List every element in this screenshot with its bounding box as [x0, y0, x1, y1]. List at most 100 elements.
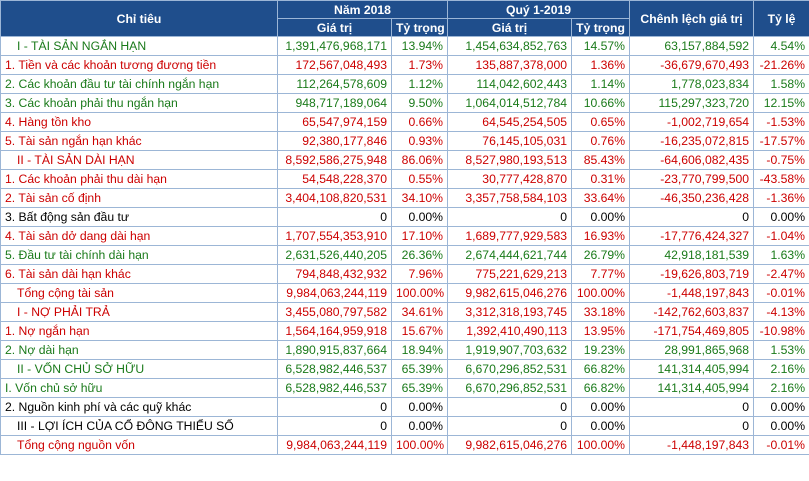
value-2018-cell: 0 — [277, 416, 392, 436]
table-row: II - VỐN CHỦ SỞ HỮU 6,528,982,446,537 65.3… — [0, 359, 809, 379]
value-2019-cell: 9,982,615,046,276 — [447, 435, 573, 455]
value-2018-cell: 0 — [277, 207, 392, 227]
table-row: Tổng cộng nguồn vốn 9,984,063,244,119 100.… — [0, 435, 809, 455]
share-2019-cell: 33.18% — [571, 302, 631, 322]
table-row: Tổng cộng tài sản 9,984,063,244,119 100.00… — [0, 283, 809, 303]
table-row: 5. Tài sản ngắn hạn khác 92,380,177,846 0.… — [0, 131, 809, 151]
rate-cell: -0.01% — [753, 283, 809, 303]
value-2018-cell: 794,848,432,932 — [277, 264, 392, 284]
share-2019-cell: 0.76% — [571, 131, 631, 151]
share-2018-cell: 100.00% — [390, 435, 449, 455]
share-2019-cell: 0.00% — [571, 416, 631, 436]
value-2018-cell: 2,631,526,440,205 — [277, 245, 392, 265]
rate-cell: -0.75% — [753, 150, 809, 170]
row-name-cell: 2. Nguồn kinh phí và các quỹ khác — [0, 397, 278, 417]
table-row: 2. Tài sản cố định 3,404,108,820,531 34.10… — [0, 188, 809, 208]
difference-cell: 0 — [629, 397, 755, 417]
share-2018-cell: 34.61% — [390, 302, 449, 322]
table-row: III - LỢI ÍCH CỦA CỔ ĐÔNG THIỂU SỐ 0 0.00%… — [0, 416, 809, 436]
rate-cell: -1.04% — [753, 226, 809, 246]
rate-cell: -1.36% — [753, 188, 809, 208]
row-name-cell: Tổng cộng nguồn vốn — [0, 435, 278, 455]
difference-cell: -16,235,072,815 — [629, 131, 755, 151]
row-name-cell: 1. Các khoản phải thu dài hạn — [0, 169, 278, 189]
difference-cell: -1,002,719,654 — [629, 112, 755, 132]
value-2018-cell: 172,567,048,493 — [277, 55, 392, 75]
rate-cell: -1.53% — [753, 112, 809, 132]
rate-cell: -10.98% — [753, 321, 809, 341]
difference-cell: 28,991,865,968 — [629, 340, 755, 360]
table-body: I - TÀI SẢN NGẮN HẠN 1,391,476,968,171 13.… — [0, 36, 809, 455]
row-name-cell: I - NỢ PHẢI TRẢ — [0, 302, 278, 322]
value-2019-cell: 6,670,296,852,531 — [447, 378, 573, 398]
share-2019-cell: 85.43% — [571, 150, 631, 170]
value-2018-cell: 6,528,982,446,537 — [277, 378, 392, 398]
value-2018-cell: 9,984,063,244,119 — [277, 283, 392, 303]
share-2018-cell: 0.55% — [390, 169, 449, 189]
rate-cell: 0.00% — [753, 416, 809, 436]
row-name-cell: 3. Các khoản phải thu ngắn hạn — [0, 93, 278, 113]
table-row: I. Vốn chủ sở hữu 6,528,982,446,537 65.39%… — [0, 378, 809, 398]
rate-cell: -17.57% — [753, 131, 809, 151]
row-name-cell: 2. Các khoản đầu tư tài chính ngắn hạn — [0, 74, 278, 94]
row-name-cell: 2. Nợ dài hạn — [0, 340, 278, 360]
table-row: 4. Tài sản dở dang dài hạn 1,707,554,353,… — [0, 226, 809, 246]
rate-cell: 2.16% — [753, 359, 809, 379]
rate-cell: 12.15% — [753, 93, 809, 113]
header-nam-2018: Năm 2018 — [276, 0, 449, 19]
table-row: 1. Tiền và các khoản tương đương tiền 172… — [0, 55, 809, 75]
row-name-cell: 1. Nợ ngắn hạn — [0, 321, 278, 341]
share-2018-cell: 0.00% — [390, 397, 449, 417]
difference-cell: 0 — [629, 207, 755, 227]
share-2019-cell: 10.66% — [571, 93, 631, 113]
table-row: I - TÀI SẢN NGẮN HẠN 1,391,476,968,171 13.… — [0, 36, 809, 56]
share-2018-cell: 65.39% — [390, 359, 449, 379]
difference-cell: 1,778,023,834 — [629, 74, 755, 94]
share-2018-cell: 1.12% — [390, 74, 449, 94]
difference-cell: 115,297,323,720 — [629, 93, 755, 113]
share-2019-cell: 19.23% — [571, 340, 631, 360]
difference-cell: -1,448,197,843 — [629, 283, 755, 303]
value-2019-cell: 1,454,634,852,763 — [447, 36, 573, 56]
share-2019-cell: 0.31% — [571, 169, 631, 189]
value-2019-cell: 6,670,296,852,531 — [447, 359, 573, 379]
share-2018-cell: 15.67% — [390, 321, 449, 341]
share-2019-cell: 0.00% — [571, 207, 631, 227]
difference-cell: 42,918,181,539 — [629, 245, 755, 265]
rate-cell: 1.63% — [753, 245, 809, 265]
value-2019-cell: 3,312,318,193,745 — [447, 302, 573, 322]
share-2018-cell: 13.94% — [390, 36, 449, 56]
share-2018-cell: 18.94% — [390, 340, 449, 360]
table-row: 5. Đầu tư tài chính dài hạn 2,631,526,440… — [0, 245, 809, 265]
share-2019-cell: 66.82% — [571, 378, 631, 398]
row-name-cell: 2. Tài sản cố định — [0, 188, 278, 208]
table-row: 2. Nợ dài hạn 1,890,915,837,664 18.94% 1,91… — [0, 340, 809, 360]
difference-cell: -64,606,082,435 — [629, 150, 755, 170]
value-2018-cell: 9,984,063,244,119 — [277, 435, 392, 455]
table-row: 6. Tài sản dài hạn khác 794,848,432,932 7.… — [0, 264, 809, 284]
table-row: 2. Nguồn kinh phí và các quỹ khác 0 0.00% 0… — [0, 397, 809, 417]
row-name-cell: III - LỢI ÍCH CỦA CỔ ĐÔNG THIỂU SỐ — [0, 416, 278, 436]
difference-cell: 141,314,405,994 — [629, 359, 755, 379]
row-name-cell: 3. Bất động sản đầu tư — [0, 207, 278, 227]
value-2018-cell: 8,592,586,275,948 — [277, 150, 392, 170]
share-2019-cell: 0.00% — [571, 397, 631, 417]
row-name-cell: II - VỐN CHỦ SỞ HỮU — [0, 359, 278, 379]
header-gia-tri-2018: Giá trị — [277, 18, 392, 37]
value-2018-cell: 6,528,982,446,537 — [277, 359, 392, 379]
difference-cell: 0 — [629, 416, 755, 436]
row-name-cell: II - TÀI SẢN DÀI HẠN — [0, 150, 278, 170]
rate-cell: 0.00% — [753, 397, 809, 417]
row-name-cell: 5. Đầu tư tài chính dài hạn — [0, 245, 278, 265]
difference-cell: -142,762,603,837 — [629, 302, 755, 322]
value-2018-cell: 1,707,554,353,910 — [277, 226, 392, 246]
rate-cell: -21.26% — [753, 55, 809, 75]
share-2018-cell: 0.93% — [390, 131, 449, 151]
table-row: 4. Hàng tồn kho 65,547,974,159 0.66% 64,545… — [0, 112, 809, 132]
header-quy-1-2019: Quý 1-2019 — [447, 0, 631, 19]
difference-cell: -19,626,803,719 — [629, 264, 755, 284]
value-2019-cell: 8,527,980,193,513 — [447, 150, 573, 170]
share-2019-cell: 1.14% — [571, 74, 631, 94]
share-2018-cell: 9.50% — [390, 93, 449, 113]
balance-sheet-table: Chỉ tiêu Năm 2018 Quý 1-2019 Chênh lệch … — [0, 0, 809, 455]
